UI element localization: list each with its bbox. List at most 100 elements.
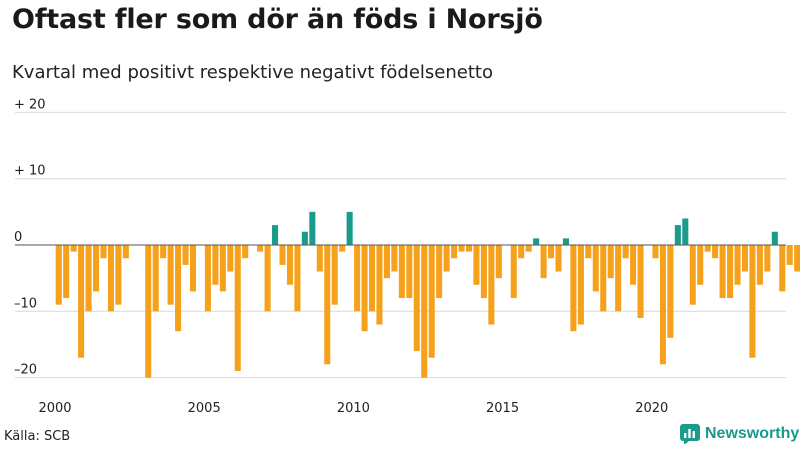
bar-negative [107, 245, 114, 312]
bar-negative [398, 245, 405, 299]
bar-negative [652, 245, 659, 259]
bar-negative [264, 245, 271, 312]
x-tick-label: 2015 [486, 401, 519, 416]
bar-negative [242, 245, 249, 259]
bar-negative [600, 245, 607, 312]
bar-negative [368, 245, 376, 312]
source-note: Källa: SCB [4, 429, 71, 444]
bar-negative [749, 245, 756, 358]
brand-name: Newsworthy [705, 425, 800, 442]
bar-positive [272, 225, 279, 245]
bar-negative [339, 245, 346, 252]
gridlines [15, 111, 786, 379]
bar-negative [592, 245, 599, 292]
bar-negative [756, 245, 763, 285]
bar-negative [122, 245, 129, 259]
bar-positive [309, 211, 316, 245]
bar-negative [145, 245, 152, 378]
bar-negative [518, 245, 525, 259]
bar-negative [488, 245, 495, 325]
bar-negative [637, 245, 644, 318]
bar-negative [63, 245, 70, 299]
bar-negative [465, 245, 473, 252]
bar-negative [443, 245, 450, 272]
x-tick-label: 2010 [337, 401, 370, 416]
bar-negative [495, 245, 502, 279]
bar-negative [727, 245, 734, 299]
y-tick-label: 0 [14, 230, 22, 245]
bar-negative [555, 245, 562, 272]
bar-negative [540, 245, 547, 279]
bar-negative [182, 245, 189, 265]
bar-positive [533, 238, 540, 245]
x-tick-label: 2000 [38, 401, 71, 416]
bar-negative [361, 245, 368, 332]
bar-negative [436, 245, 443, 299]
bar-positive [771, 231, 778, 245]
bar-negative [383, 245, 390, 279]
bar-negative [376, 245, 383, 325]
bar-negative [779, 245, 786, 292]
brand-logo: Newsworthy [680, 424, 799, 444]
bar-negative [570, 245, 577, 332]
bar-negative [257, 245, 264, 252]
bar-negative [391, 245, 398, 272]
chart-subtitle: Kvartal med positivt respektive negativt… [12, 62, 493, 83]
chart-title: Oftast fler som dör än föds i Norsjö [12, 4, 543, 35]
bar-negative [212, 245, 219, 285]
bar-negative [167, 245, 174, 305]
bar-negative [548, 245, 555, 259]
bar-negative [152, 245, 159, 312]
bar-negative [78, 245, 85, 358]
bar-negative [794, 245, 800, 272]
bar-negative [85, 245, 92, 312]
bar-negative [354, 245, 361, 312]
bar-negative [160, 245, 167, 259]
bar-negative [577, 245, 584, 325]
y-tick-label: + 10 [14, 164, 46, 179]
bar-negative [55, 245, 62, 305]
bar-negative [115, 245, 122, 305]
bar-negative [316, 245, 323, 272]
bar-negative [204, 245, 211, 312]
bar-negative [294, 245, 301, 312]
newsworthy-logo-icon [680, 424, 700, 444]
x-tick-label: 2005 [188, 401, 221, 416]
bar-positive [682, 218, 689, 245]
bar-positive [674, 225, 681, 245]
bar-negative [764, 245, 771, 272]
bar-positive [301, 231, 308, 245]
bar-negative [607, 245, 614, 279]
bar-negative [659, 245, 666, 365]
bar-negative [428, 245, 435, 358]
bar-negative [689, 245, 696, 305]
bar-negative [413, 245, 420, 352]
bar-negative [421, 245, 428, 378]
bars [55, 211, 800, 378]
x-tick-label: 2020 [635, 401, 668, 416]
bar-negative [234, 245, 241, 371]
y-tick-label: –20 [14, 363, 37, 378]
bar-negative [667, 245, 674, 338]
bar-negative [406, 245, 413, 299]
bar-negative [100, 245, 107, 259]
bar-positive [562, 238, 569, 245]
y-tick-label: + 20 [14, 97, 46, 112]
bar-negative [93, 245, 100, 292]
bar-negative [286, 245, 293, 285]
x-axis-labels: 2000 2005 2010 2015 2020 [38, 401, 668, 416]
bar-positive [346, 211, 353, 245]
bar-negative [331, 245, 338, 305]
bar-negative [712, 245, 719, 259]
y-tick-label: –10 [14, 296, 37, 311]
bar-negative [615, 245, 622, 312]
bar-negative [227, 245, 234, 272]
bar-negative [451, 245, 458, 259]
bar-negative [622, 245, 629, 259]
bar-negative [473, 245, 480, 285]
bar-negative [697, 245, 704, 285]
bar-negative [480, 245, 487, 299]
bar-negative [630, 245, 637, 285]
y-axis-labels: + 20 + 10 0 –10 –20 [14, 97, 46, 377]
